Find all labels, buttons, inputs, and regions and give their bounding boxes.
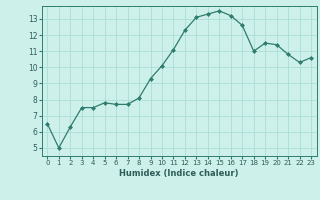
X-axis label: Humidex (Indice chaleur): Humidex (Indice chaleur) [119,169,239,178]
